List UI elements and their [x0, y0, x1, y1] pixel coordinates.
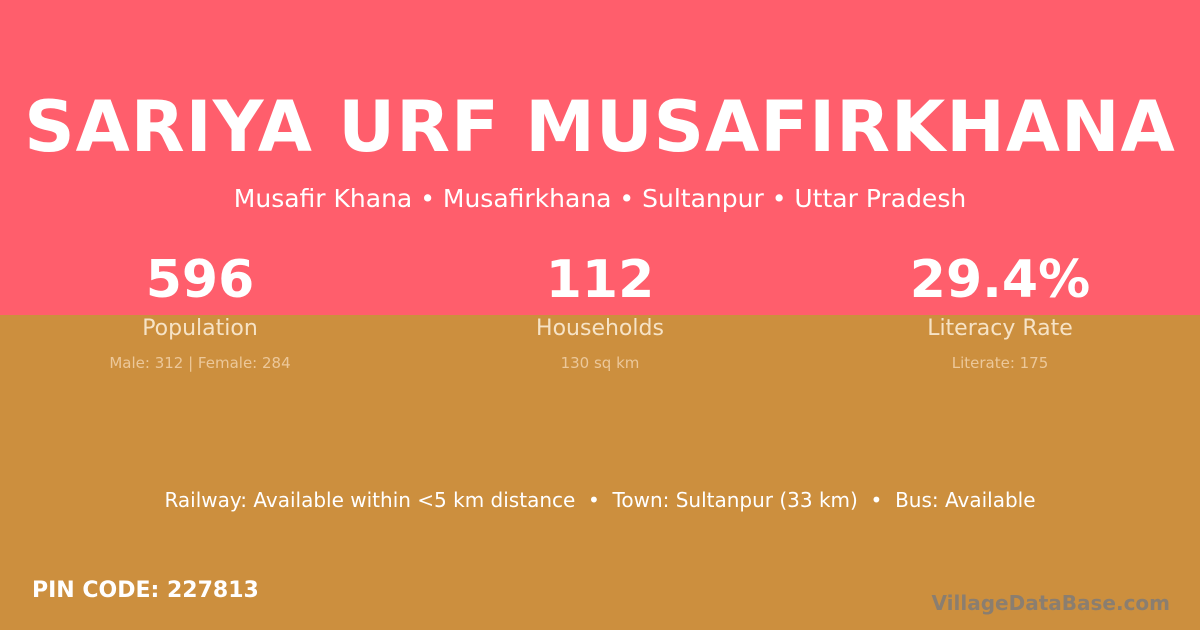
stat-detail: Male: 312 | Female: 284 [109, 354, 291, 372]
stat-population: 596 Population Male: 312 | Female: 284 [0, 248, 400, 376]
facilities-line: Railway: Available within <5 km distance… [164, 488, 1036, 512]
stat-detail: 130 sq km [560, 354, 640, 372]
location-breadcrumb: Musafir Khana • Musafirkhana • Sultanpur… [233, 184, 967, 213]
stat-detail: Literate: 175 [951, 354, 1049, 372]
stat-label: Households [536, 316, 664, 341]
village-title: SARIYA URF MUSAFIRKHANA [24, 86, 1176, 168]
pin-code: PIN CODE: 227813 [32, 578, 259, 603]
stat-label: Literacy Rate [927, 316, 1073, 341]
top-band [0, 0, 1200, 315]
stat-value: 29.4% [909, 250, 1091, 310]
stat-value: 596 [145, 250, 255, 310]
stat-households: 112 Households 130 sq km [400, 248, 800, 376]
stat-label: Population [142, 316, 258, 341]
bottom-band [0, 315, 1200, 630]
site-logo: VillageDataBase.com [931, 591, 1170, 615]
stat-value: 112 [545, 250, 655, 310]
stat-literacy: 29.4% Literacy Rate Literate: 175 [800, 248, 1200, 376]
